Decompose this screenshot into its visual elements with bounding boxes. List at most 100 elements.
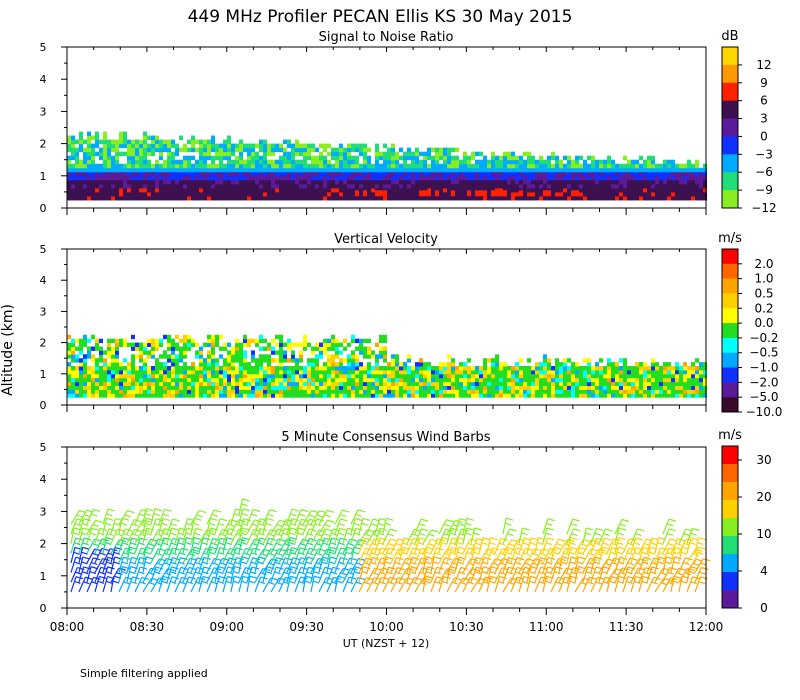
snr-cell [187, 163, 191, 169]
barb-flag [196, 514, 203, 518]
velocity-cell [83, 338, 87, 344]
snr-cell [279, 187, 283, 193]
snr-cell [311, 143, 315, 149]
velocity-cell [419, 373, 423, 379]
snr-cell [403, 159, 407, 165]
snr-cell [379, 195, 383, 201]
velocity-cell [599, 385, 603, 390]
snr-cell [607, 195, 611, 201]
snr-cell [555, 191, 559, 197]
snr-cell [463, 171, 467, 177]
snr-cell [103, 159, 107, 165]
snr-cell [531, 155, 535, 161]
barb-staff [158, 509, 166, 525]
velocity-cell [111, 369, 115, 375]
barb-flag [251, 552, 258, 556]
snr-cell [231, 151, 235, 157]
velocity-cell [127, 377, 131, 383]
snr-cell [235, 155, 239, 161]
velocity-cell [395, 377, 399, 383]
barb-flag [318, 529, 327, 533]
velocity-cell [563, 366, 567, 371]
snr-cell [375, 179, 379, 185]
snr-cell [139, 151, 143, 157]
velocity-cell [651, 366, 655, 371]
velocity-cell [107, 350, 111, 355]
snr-cell [223, 155, 227, 161]
velocity-cell [599, 369, 603, 375]
barb-flag [316, 514, 323, 518]
velocity-cell [483, 377, 487, 383]
snr-cell [195, 163, 199, 169]
snr-cell [371, 191, 375, 197]
snr-cell [567, 155, 571, 161]
velocity-cell [191, 389, 195, 394]
snr-cell [243, 195, 247, 201]
snr-cell [123, 131, 127, 137]
barb-flag [243, 552, 250, 556]
barb-staff [166, 547, 173, 564]
snr-cell [295, 183, 299, 189]
snr-cell [479, 179, 483, 185]
velocity-cell [167, 346, 171, 351]
velocity-cell [271, 393, 275, 398]
snr-cell [671, 167, 675, 173]
barb-staff [182, 557, 191, 573]
snr-cell [291, 191, 295, 197]
barb-flag [179, 581, 186, 585]
barb-flag [82, 556, 90, 560]
wind-barb [214, 518, 228, 535]
velocity-cell [199, 377, 203, 383]
snr-cell [199, 147, 203, 153]
snr-cell [555, 187, 559, 193]
barb-flag [242, 498, 250, 502]
velocity-cell [107, 342, 111, 347]
wind-barb [86, 548, 102, 564]
barb-flag [342, 509, 350, 513]
velocity-cell [195, 393, 199, 398]
snr-cell [663, 171, 667, 177]
velocity-cell [235, 342, 239, 347]
velocity-cell [683, 385, 687, 390]
velocity-cell [455, 366, 459, 371]
barb-flag [75, 576, 84, 580]
velocity-cell [495, 362, 499, 367]
velocity-cell [119, 338, 123, 344]
velocity-cell [379, 385, 383, 390]
barb-flag [242, 522, 249, 526]
velocity-cell [127, 366, 131, 371]
velocity-cell [275, 381, 279, 386]
velocity-cell [199, 358, 203, 363]
velocity-cell [399, 389, 403, 394]
snr-cell [335, 171, 339, 177]
snr-cell [379, 171, 383, 177]
snr-cell [519, 190, 523, 197]
barb-staff [334, 547, 342, 564]
barb-staff [102, 528, 110, 544]
snr-cell [363, 175, 367, 181]
snr-cell [251, 187, 255, 193]
barb-staff [230, 538, 240, 554]
snr-cell [503, 175, 507, 181]
velocity-cell [419, 385, 423, 390]
snr-cell [603, 163, 607, 169]
velocity-cell [187, 385, 191, 390]
barb-flag [299, 523, 306, 527]
snr-cell [203, 167, 207, 173]
snr-cell [183, 147, 187, 153]
snr-cell [67, 179, 71, 185]
snr-cell [371, 171, 375, 177]
snr-cell [399, 163, 403, 169]
snr-cell [559, 163, 563, 169]
barb-flag [187, 562, 195, 566]
snr-cell [399, 183, 403, 189]
snr-cell [323, 159, 327, 165]
snr-cell [419, 175, 423, 181]
barb-staff [270, 557, 278, 573]
velocity-cell [87, 369, 91, 375]
snr-cell [291, 151, 295, 157]
snr-cell [619, 183, 623, 189]
barb-staff [182, 518, 189, 535]
velocity-cell [647, 369, 651, 375]
snr-cell [451, 155, 455, 161]
